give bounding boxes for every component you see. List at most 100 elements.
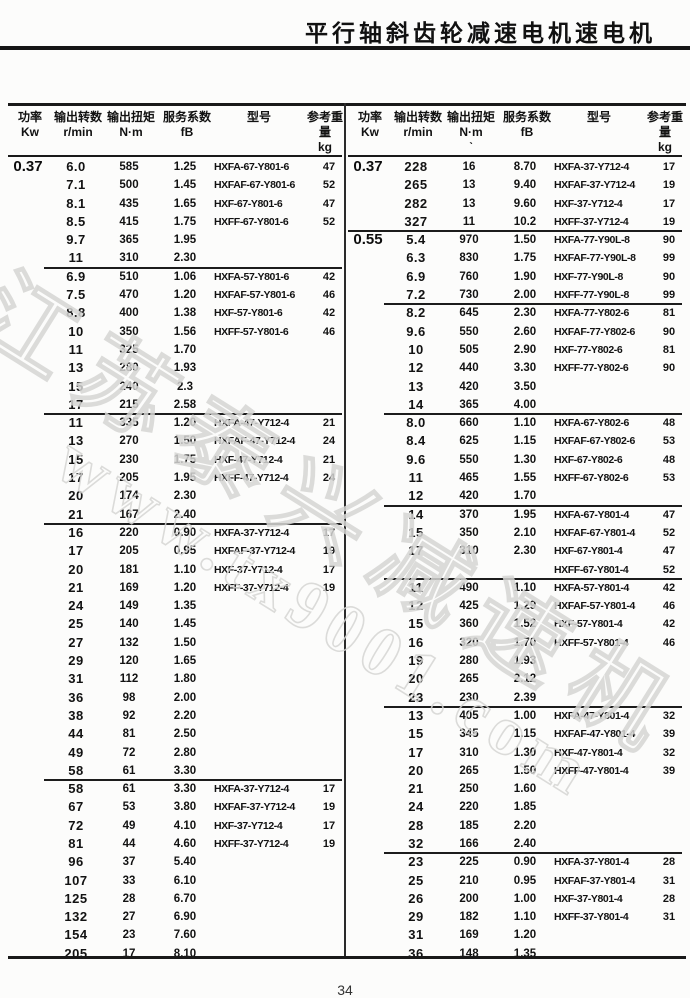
table-row: 21 167 2.40	[8, 506, 342, 524]
table-row: 12 425 1.29 HXFAF-57-Y801-4 46	[348, 597, 682, 615]
speed-cell: 96	[68, 854, 84, 870]
torque-cell: 49	[122, 819, 136, 832]
torque-cell: 500	[119, 179, 139, 192]
weight-cell: 99	[662, 252, 676, 265]
fb-cell: 2.10	[513, 526, 537, 539]
table-body-right: 0.37 228 16 8.70 HXFA-37-Y712-4 17 265 13 9.40 HX…	[348, 157, 682, 963]
torque-cell: 28	[122, 892, 136, 905]
weight-cell: 48	[662, 453, 676, 466]
speed-cell: 15	[408, 616, 424, 632]
table-row: 327 11 10.2 HXFF-37-Y712-4 19	[348, 213, 682, 231]
fb-cell: 1.65	[173, 197, 197, 210]
model-cell	[214, 670, 310, 688]
weight-cell: 53	[662, 472, 676, 485]
table-section: 8.0 660 1.10 HXFA-67-Y802-6 48 8.4 625 1.15 HXFA…	[348, 414, 682, 505]
fb-cell: 2.00	[173, 691, 197, 704]
table-row: 21 250 1.60	[348, 780, 682, 798]
model-cell: HXFF-77-Y90L-8	[554, 289, 629, 302]
weight-cell	[310, 762, 348, 780]
weight-cell	[310, 359, 348, 377]
torque-cell: 320	[459, 636, 479, 649]
torque-cell: 220	[119, 526, 139, 539]
col-weight: 参考重量 kg	[306, 110, 343, 154]
fb-cell: 1.60	[513, 783, 537, 796]
torque-cell: 181	[119, 563, 139, 576]
fb-cell: 2.80	[173, 746, 197, 759]
model-cell: HXFAF-77-Y90L-8	[554, 252, 636, 265]
table-row: 24 220 1.85	[348, 798, 682, 816]
fb-cell	[496, 561, 554, 579]
fb-cell: 1.00	[513, 892, 537, 905]
table-row: 8.5 415 1.75 HXFF-67-Y801-6 52	[8, 213, 342, 231]
model-cell	[214, 725, 310, 743]
weight-cell: 52	[322, 215, 336, 228]
weight-cell: 28	[662, 856, 676, 869]
table-row: 32 166 2.40	[348, 835, 682, 853]
speed-cell: 11	[68, 415, 84, 431]
model-cell	[214, 359, 310, 377]
col-model: 型号	[246, 110, 271, 124]
weight-cell: 81	[662, 343, 676, 356]
speed-cell: 13	[68, 360, 84, 376]
torque-cell: 345	[459, 728, 479, 741]
weight-cell	[310, 615, 348, 633]
speed-cell: 282	[404, 195, 428, 211]
weight-cell: 99	[662, 289, 676, 302]
model-cell: HXFA-67-Y801-6	[214, 161, 289, 173]
torque-cell: 465	[459, 472, 479, 485]
weight-cell: 21	[322, 417, 336, 430]
speed-cell: 67	[68, 799, 84, 815]
speed-cell: 17	[408, 744, 424, 760]
fb-cell: 0.95	[173, 545, 197, 558]
speed-cell: 26	[408, 890, 424, 906]
torque-cell: 470	[119, 289, 139, 302]
table-section: 23 225 0.90 HXFA-37-Y801-4 28 25 210 0.95 HXFAF-…	[348, 853, 682, 963]
fb-cell: 1.00	[513, 709, 537, 722]
weight-cell: 24	[322, 472, 336, 485]
fb-cell: 1.95	[173, 234, 197, 247]
table-row: 49 72 2.80	[8, 744, 342, 762]
speed-cell: 58	[68, 762, 84, 778]
weight-cell: 19	[322, 545, 336, 558]
weight-cell	[650, 926, 688, 944]
torque-cell: 425	[459, 600, 479, 613]
weight-cell: 52	[662, 526, 676, 539]
weight-cell	[310, 341, 348, 359]
weight-cell	[310, 231, 348, 249]
fb-cell: 2.90	[513, 343, 537, 356]
speed-cell: 36	[68, 689, 84, 705]
weight-cell: 32	[662, 746, 676, 759]
weight-cell	[650, 689, 688, 707]
model-cell	[214, 231, 310, 249]
torque-cell: 166	[459, 837, 479, 850]
table-row: 25 210 0.95 HXFAF-37-Y801-4 31	[348, 872, 682, 890]
model-cell: HXFF-37-Y712-4	[214, 837, 289, 850]
fb-cell: 1.50	[173, 435, 197, 448]
fb-cell: 3.30	[173, 764, 197, 777]
model-cell	[214, 908, 310, 926]
torque-cell: 310	[459, 545, 479, 558]
fb-cell: 0.90	[513, 856, 537, 869]
weight-cell: 46	[662, 636, 676, 649]
torque-cell: 370	[459, 508, 479, 521]
table-row: 11 325 1.70	[8, 341, 342, 359]
torque-cell: 510	[119, 270, 139, 283]
table-row: 154 23 7.60	[8, 926, 342, 944]
model-cell: HXFF-37-Y712-4	[554, 215, 629, 228]
speed-cell: 10	[68, 323, 84, 339]
col-torque: 输出扭矩 N·m ˋ	[446, 110, 495, 154]
model-cell	[554, 378, 650, 396]
table-row: 13 270 1.50 HXFAF-47-Y712-4 24	[8, 432, 342, 450]
weight-cell: 46	[322, 289, 336, 302]
col-service-factor: 服务系数 fB	[502, 110, 551, 139]
table-row: 10 350 1.56 HXFF-57-Y801-6 46	[8, 323, 342, 341]
table-section: 11 490 1.10 HXFA-57-Y801-4 42 12 425 1.29 HXFAF-…	[348, 579, 682, 707]
weight-cell: 47	[322, 161, 336, 173]
weight-cell: 39	[662, 764, 676, 777]
torque-cell: 730	[459, 289, 479, 302]
fb-cell: 6.90	[173, 911, 197, 924]
power-value: 0.37	[353, 158, 383, 175]
model-cell: HXF-77-Y802-6	[554, 343, 623, 356]
torque-cell: 440	[459, 362, 479, 375]
model-cell	[554, 396, 650, 414]
